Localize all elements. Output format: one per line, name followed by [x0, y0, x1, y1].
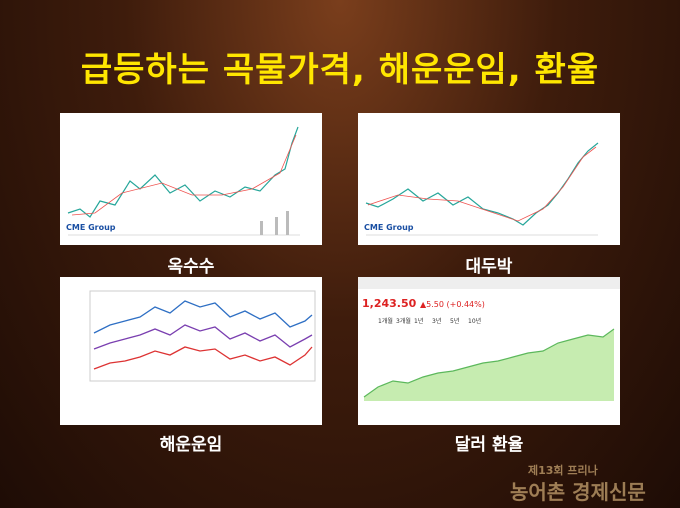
price-change: ▲5.50 (+0.44%): [420, 300, 485, 309]
chart-image: CME Group: [66, 126, 300, 236]
panel-label: 대두박: [465, 257, 513, 277]
range-tab[interactable]: 3개월: [396, 317, 411, 325]
range-tabs: 1개월 3개월 1년 3년 5년 10년: [378, 317, 481, 325]
range-tab[interactable]: 3년: [432, 317, 441, 325]
panel-label: 달러 환율: [454, 435, 524, 455]
chart-image: CME Group: [364, 142, 599, 236]
range-tab[interactable]: 10년: [468, 317, 481, 325]
slide-title: 급등하는 곡물가격, 해운운임, 환율: [80, 50, 600, 90]
corn-chart: CME Group: [60, 113, 322, 245]
panel-label: 옥수수: [167, 257, 215, 277]
source-label: CME Group: [364, 223, 414, 232]
watermark: 제13회 프리나: [528, 464, 598, 477]
source-label: CME Group: [66, 223, 116, 232]
range-tab[interactable]: 1개월: [378, 317, 393, 325]
range-tab[interactable]: 1년: [414, 317, 423, 325]
price: 1,243.50: [362, 297, 417, 310]
watermark: 농어촌 경제신문: [510, 480, 646, 504]
range-tab[interactable]: 5년: [450, 317, 459, 325]
chart-image: [89, 290, 316, 382]
panel-label: 해운운임: [159, 435, 223, 455]
freight-chart: [60, 277, 322, 425]
exchange-rate-chart: 1,243.50 ▲5.50 (+0.44%) 1개월 3개월 1년 3년 5년 10년: [358, 277, 620, 425]
chart-image: 1,243.50 ▲5.50 (+0.44%) 1개월 3개월 1년 3년 5년 10년: [358, 277, 620, 401]
soybean-meal-chart: CME Group: [358, 113, 620, 245]
